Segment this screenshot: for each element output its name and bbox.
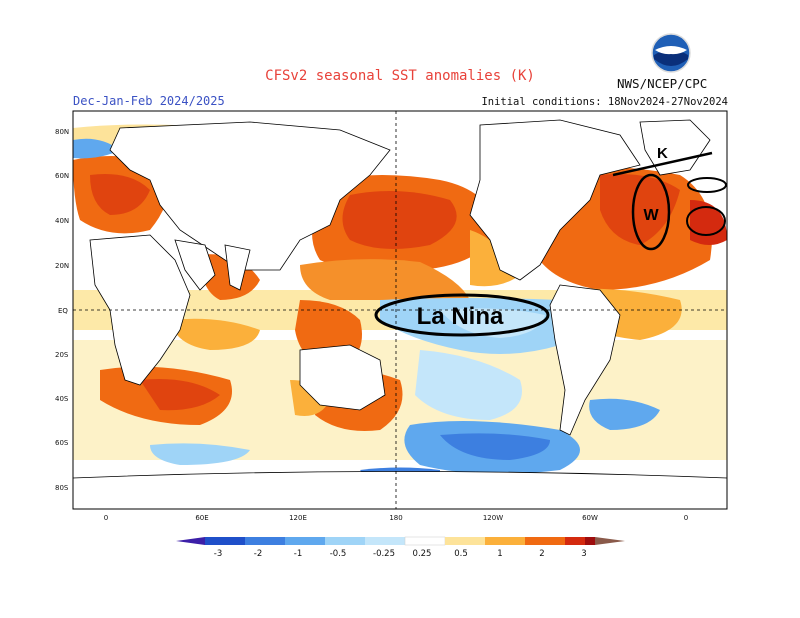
lat-label: 20S xyxy=(55,351,69,359)
colorbar-segment xyxy=(365,537,405,545)
lat-label: 20N xyxy=(55,262,69,270)
colorbar-segment xyxy=(404,536,446,546)
colorbar-tick: -3 xyxy=(214,549,222,559)
lat-label: 40S xyxy=(55,395,69,403)
colorbar-tick: 0.5 xyxy=(454,549,468,559)
lat-label: 60S xyxy=(55,439,69,447)
la-nina-label: La Nina xyxy=(417,303,504,330)
colorbar-segment xyxy=(565,537,585,545)
season-label: Dec-Jan-Feb 2024/2025 xyxy=(73,94,225,108)
colorbar-tick: -0.5 xyxy=(330,549,347,559)
la-nina-ellipse xyxy=(374,293,550,337)
lon-label: 180 xyxy=(389,514,402,522)
lat-label: 80S xyxy=(55,484,69,492)
colorbar-segment xyxy=(445,537,485,545)
colorbar-tick: -2 xyxy=(254,549,262,559)
longitude-labels: 0 60E 120E 180 120W 60W 0 xyxy=(104,514,688,522)
colorbar-tick: -1 xyxy=(294,549,302,559)
colorbar-segment xyxy=(585,537,595,545)
anomaly-field xyxy=(73,119,727,509)
colorbar-ticks: -3 -2 -1 -0.5 -0.25 0.25 0.5 1 2 3 xyxy=(214,549,587,559)
lon-label: 0 xyxy=(684,514,688,522)
colorbar-tick: 1 xyxy=(497,549,502,559)
colorbar-tick: -0.25 xyxy=(373,549,395,559)
lat-label: EQ xyxy=(58,307,68,315)
lat-label: 80N xyxy=(55,128,69,136)
k-line xyxy=(612,151,713,177)
colorbar-segment xyxy=(595,537,625,545)
right-ellipse-lower xyxy=(686,206,726,236)
colorbar-segment xyxy=(245,537,285,545)
noaa-logo-icon xyxy=(651,33,691,73)
colorbar-segment xyxy=(285,537,325,545)
lon-label: 60E xyxy=(195,514,208,522)
colorbar-segment xyxy=(205,537,245,545)
colorbar-segment xyxy=(525,537,565,545)
latitude-labels: 80N 60N 40N 20N EQ 20S 40S 60S 80S xyxy=(55,128,69,492)
colorbar-tick: 2 xyxy=(539,549,544,559)
lon-label: 60W xyxy=(582,514,598,522)
lon-label: 0 xyxy=(104,514,108,522)
agency-label: NWS/NCEP/CPC xyxy=(617,76,708,91)
colorbar-segment xyxy=(325,537,365,545)
lat-label: 40N xyxy=(55,217,69,225)
lat-label: 60N xyxy=(55,172,69,180)
colorbar xyxy=(176,536,625,546)
w-ellipse xyxy=(631,173,671,251)
colorbar-segment xyxy=(485,537,525,545)
colorbar-segment xyxy=(176,537,205,545)
right-ellipse-upper xyxy=(687,177,727,193)
lon-label: 120W xyxy=(483,514,503,522)
map-title: CFSv2 seasonal SST anomalies (K) xyxy=(265,68,535,84)
initial-conditions-label: Initial conditions: 18Nov2024-27Nov2024 xyxy=(481,96,728,108)
colorbar-tick: 3 xyxy=(581,549,586,559)
lon-label: 120E xyxy=(289,514,307,522)
k-label: K xyxy=(657,145,668,162)
colorbar-tick: 0.25 xyxy=(413,549,432,559)
w-label: W xyxy=(643,207,659,224)
